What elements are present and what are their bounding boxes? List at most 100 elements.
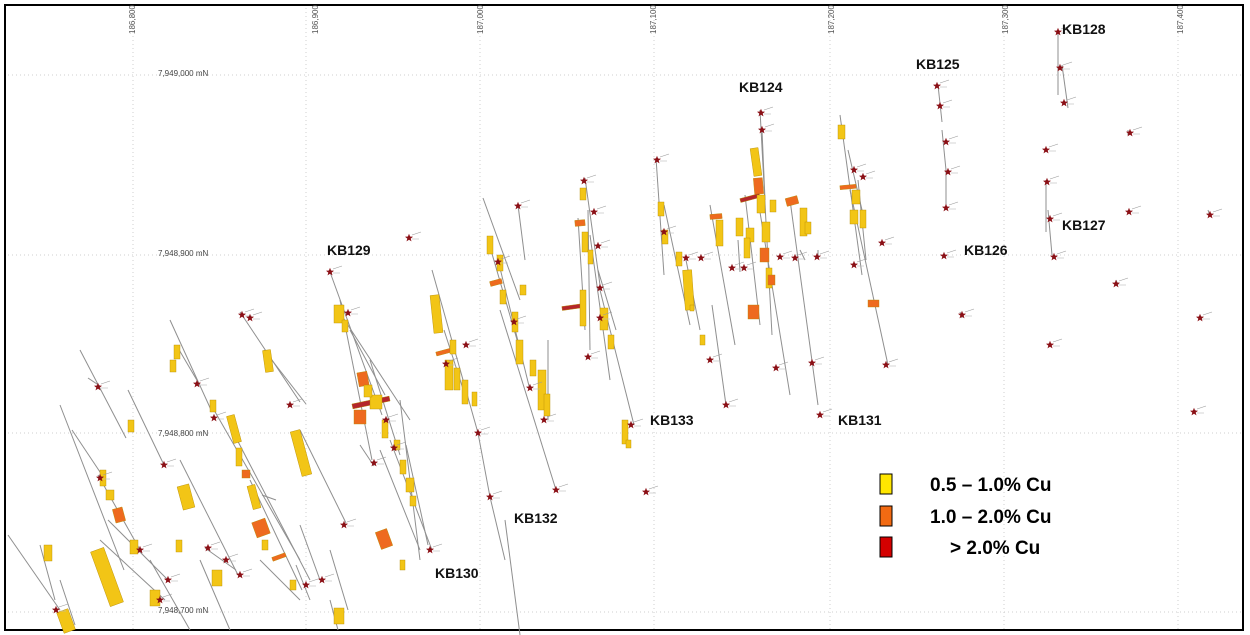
assay-interval <box>271 552 287 562</box>
collar-star-icon <box>96 473 104 482</box>
assay-interval <box>767 274 776 286</box>
drill-trace <box>169 319 213 413</box>
assay-interval <box>529 359 537 377</box>
collar-leader <box>100 380 111 385</box>
collar-star-icon <box>390 443 398 452</box>
drill-trace <box>477 432 491 498</box>
assay-interval <box>543 393 551 417</box>
assay-interval <box>169 359 177 373</box>
drill-trace <box>789 199 819 406</box>
collar-star-icon <box>850 260 858 269</box>
collar-star-icon <box>160 460 168 469</box>
assay-interval <box>761 221 771 243</box>
collar-star-icon <box>1190 407 1198 416</box>
collar-star-icon <box>1125 207 1133 216</box>
collar-leader <box>292 398 303 403</box>
collar-leader <box>814 356 825 361</box>
easting-label: 187,400 <box>1176 5 1185 34</box>
assay-interval <box>839 184 857 190</box>
collar-star-icon <box>697 253 705 262</box>
collar-leader <box>1066 96 1077 101</box>
collar-leader <box>308 578 319 583</box>
assay-interval <box>241 469 251 479</box>
collar-leader <box>1052 212 1063 217</box>
drill-trace <box>59 404 125 571</box>
collar-leader <box>324 573 335 578</box>
collar-star-icon <box>193 379 201 388</box>
collar-star-icon <box>772 363 780 372</box>
assay-interval <box>743 237 751 259</box>
collar-star-icon <box>850 165 858 174</box>
drill-trace <box>379 449 421 551</box>
collar-star-icon <box>642 487 650 496</box>
collar-star-icon <box>442 359 450 368</box>
assay-interval <box>289 579 297 591</box>
assay-interval <box>226 414 242 444</box>
hole-label-kb132: KB132 <box>514 510 558 526</box>
collar-leader <box>728 398 739 403</box>
collar-leader <box>242 568 253 573</box>
collar-leader <box>162 593 173 598</box>
collar-star-icon <box>882 360 890 369</box>
assay-interval <box>43 544 53 562</box>
northing-label: 7,948,700 mN <box>158 606 208 615</box>
hole-label-kb133: KB133 <box>650 412 694 428</box>
collar-leader <box>492 490 503 495</box>
collar-star-icon <box>156 595 164 604</box>
collar-leader <box>596 205 607 210</box>
assay-interval <box>574 219 586 227</box>
collar-leader <box>520 199 531 204</box>
collar-star-icon <box>706 355 714 364</box>
collar-star-icon <box>627 420 635 429</box>
collar-leader <box>964 308 975 313</box>
collar-star-icon <box>596 283 604 292</box>
northing-label: 7,948,900 mN <box>158 249 208 258</box>
collar-star-icon <box>1043 177 1051 186</box>
collar-leader <box>532 381 543 386</box>
assay-interval <box>625 439 632 449</box>
assay-interval <box>235 447 243 467</box>
collar-star-icon <box>1196 313 1204 322</box>
collar-star-icon <box>1056 63 1064 72</box>
drill-trace <box>179 459 239 576</box>
assay-interval <box>515 339 524 365</box>
assay-interval <box>486 235 494 255</box>
collar-leader <box>778 361 789 366</box>
assay-interval <box>405 477 415 493</box>
collar-star-icon <box>494 257 502 266</box>
collar-star-icon <box>246 313 254 322</box>
assay-interval <box>127 419 135 433</box>
collar-star-icon <box>580 176 588 185</box>
drill-trace <box>337 309 411 421</box>
collar-leader <box>396 441 407 446</box>
drill-trace <box>799 249 806 261</box>
hole-label-kb128: KB128 <box>1062 21 1106 37</box>
collar-leader <box>764 123 775 128</box>
drill-trace <box>1047 209 1053 256</box>
drill-trace <box>259 559 301 601</box>
assay-interval <box>499 289 507 305</box>
collar-leader <box>468 338 479 343</box>
assay-interval <box>262 349 274 373</box>
collar-leader <box>480 426 491 431</box>
collar-star-icon <box>653 155 661 164</box>
assay-interval <box>112 506 126 524</box>
collar-markers <box>52 25 1223 614</box>
collar-leader <box>856 163 867 168</box>
drill-trace <box>761 129 766 201</box>
northing-label: 7,948,800 mN <box>158 429 208 438</box>
drill-trace <box>744 194 761 326</box>
drill-trace <box>1061 64 1069 109</box>
drill-trace <box>261 494 277 501</box>
collar-star-icon <box>526 383 534 392</box>
collar-star-icon <box>757 108 765 117</box>
collar-star-icon <box>136 545 144 554</box>
collar-leader <box>865 170 876 175</box>
collar-star-icon <box>474 428 482 437</box>
drill-trace <box>517 204 526 261</box>
collar-leader <box>856 258 867 263</box>
collar-star-icon <box>552 485 560 494</box>
assay-interval <box>867 299 880 308</box>
drill-trace <box>597 269 617 331</box>
easting-label: 186,800 <box>128 5 137 34</box>
